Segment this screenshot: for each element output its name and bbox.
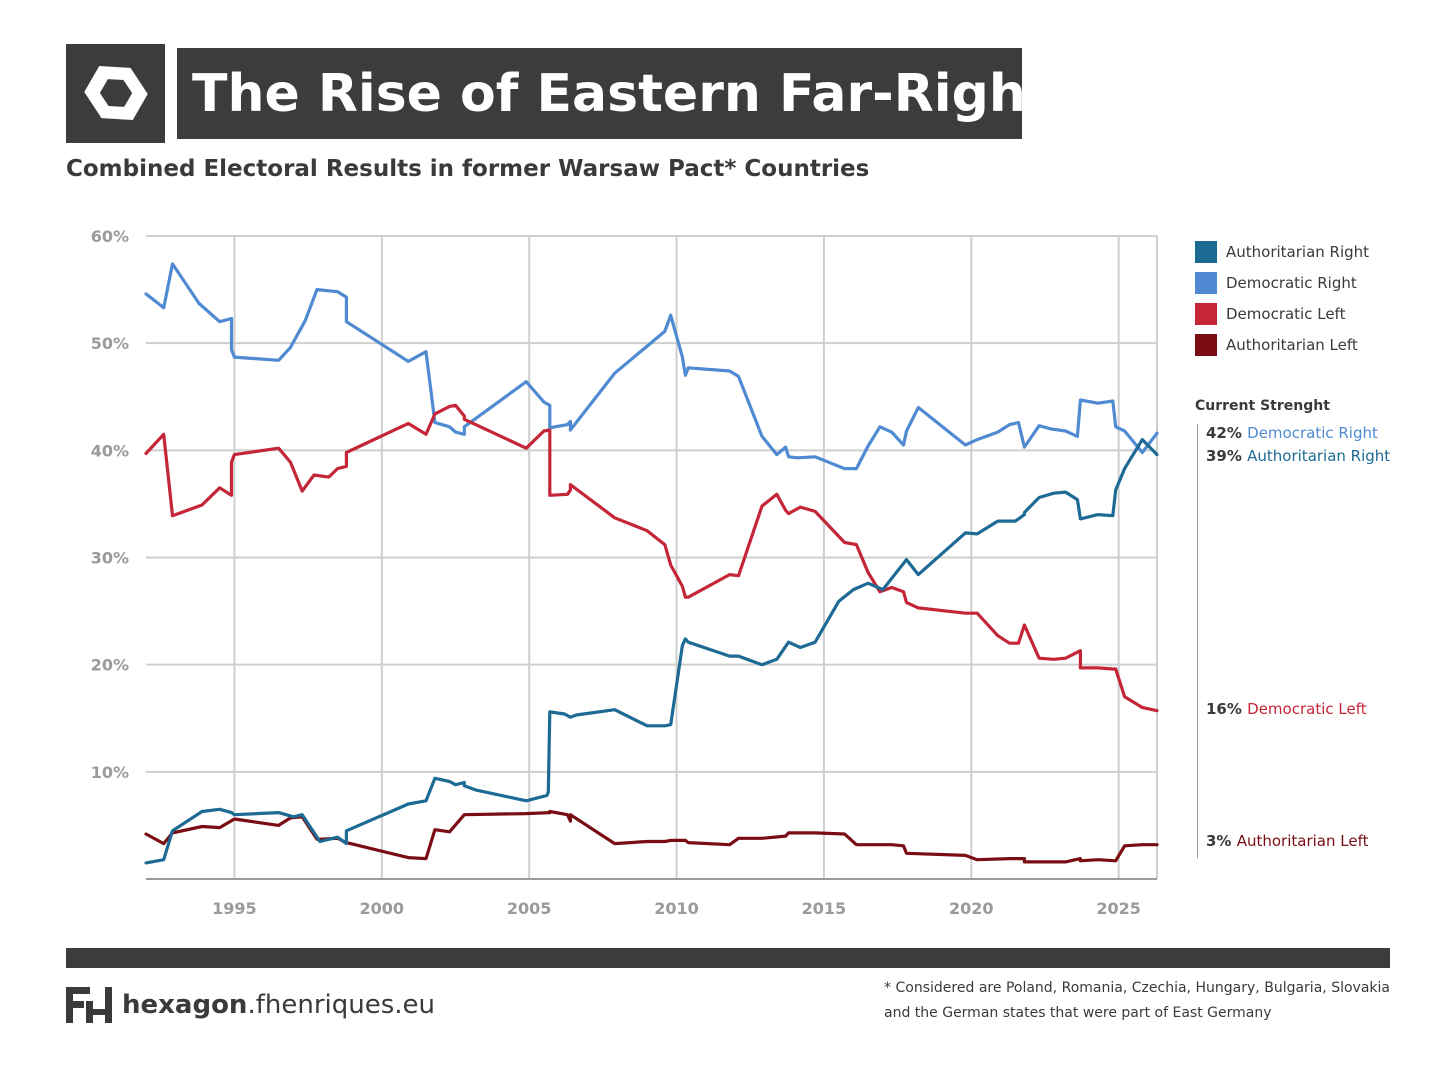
- legend-item: Democratic Left: [1195, 298, 1369, 329]
- legend-swatch: [1195, 271, 1217, 294]
- current-strength-item: 16% Democratic Left: [1206, 700, 1367, 718]
- series-line-authoritarian-right: [144, 438, 1159, 865]
- y-tick-label: 50%: [91, 334, 129, 353]
- y-tick-label: 20%: [91, 656, 129, 675]
- current-strength-name: Democratic Left: [1247, 700, 1367, 718]
- y-tick-label: 30%: [91, 549, 129, 568]
- current-strength-pct: 39%: [1206, 447, 1248, 465]
- fh-monogram-icon: [66, 987, 112, 1023]
- title-box: The Rise of Eastern Far-Right: [177, 48, 1051, 139]
- series-line-democratic-left: [144, 403, 1159, 713]
- series-line-democratic-right: [144, 262, 1159, 471]
- brand-link[interactable]: hexagon.fhenriques.eu: [122, 990, 435, 1020]
- x-tick-label: 1995: [212, 899, 257, 918]
- legend-item: Democratic Right: [1195, 267, 1369, 298]
- chart-subtitle: Combined Electoral Results in former War…: [66, 156, 870, 182]
- current-strength-name: Democratic Right: [1247, 424, 1378, 442]
- logo-box: [66, 44, 165, 143]
- x-tick-label: 2005: [507, 899, 552, 918]
- hexagon-logo-icon: [84, 66, 148, 120]
- legend-item: Authoritarian Left: [1195, 329, 1369, 360]
- current-strength-title: Current Strenght: [1195, 398, 1330, 414]
- x-tick-label: 2010: [654, 899, 699, 918]
- y-tick-label: 60%: [91, 227, 129, 246]
- current-strength-item: 3% Authoritarian Left: [1206, 832, 1368, 850]
- x-tick-label: 2020: [949, 899, 994, 918]
- legend-label: Democratic Right: [1226, 273, 1357, 292]
- y-tick-label: 40%: [91, 441, 129, 460]
- current-strength-item: 39% Authoritarian Right: [1206, 447, 1390, 465]
- brand-bold: hexagon: [122, 990, 248, 1020]
- footer-bar: [66, 948, 1390, 968]
- legend-label: Authoritarian Right: [1226, 242, 1370, 261]
- chart-legend: Authoritarian Right Democratic Right Democ…: [1195, 236, 1369, 360]
- current-strength-divider: [1197, 424, 1198, 858]
- x-tick-label: 2000: [360, 899, 405, 918]
- current-strength-name: Authoritarian Left: [1236, 832, 1369, 850]
- footnote: * Considered are Poland, Romania, Czechi…: [884, 980, 1390, 1021]
- y-tick-label: 10%: [91, 763, 129, 782]
- legend-swatch: [1195, 240, 1217, 263]
- current-strength-name: Authoritarian Right: [1247, 447, 1391, 465]
- legend-item: Authoritarian Right: [1195, 236, 1369, 267]
- legend-swatch: [1195, 302, 1217, 325]
- x-tick-label: 2025: [1096, 899, 1141, 918]
- x-tick-label: 2015: [802, 899, 847, 918]
- current-strength-pct: 42%: [1206, 424, 1248, 442]
- current-strength-pct: 3%: [1206, 832, 1237, 850]
- legend-label: Democratic Left: [1226, 304, 1346, 323]
- brand-domain: .fhenriques.eu: [247, 990, 436, 1020]
- legend-swatch: [1195, 333, 1217, 356]
- page-title: The Rise of Eastern Far-Right: [192, 63, 1051, 124]
- current-strength-pct: 16%: [1206, 700, 1248, 718]
- legend-label: Authoritarian Left: [1226, 335, 1358, 354]
- brand: hexagon.fhenriques.eu: [66, 985, 435, 1025]
- current-strength-item: 42% Democratic Right: [1206, 424, 1378, 442]
- series-line-authoritarian-left: [144, 809, 1159, 864]
